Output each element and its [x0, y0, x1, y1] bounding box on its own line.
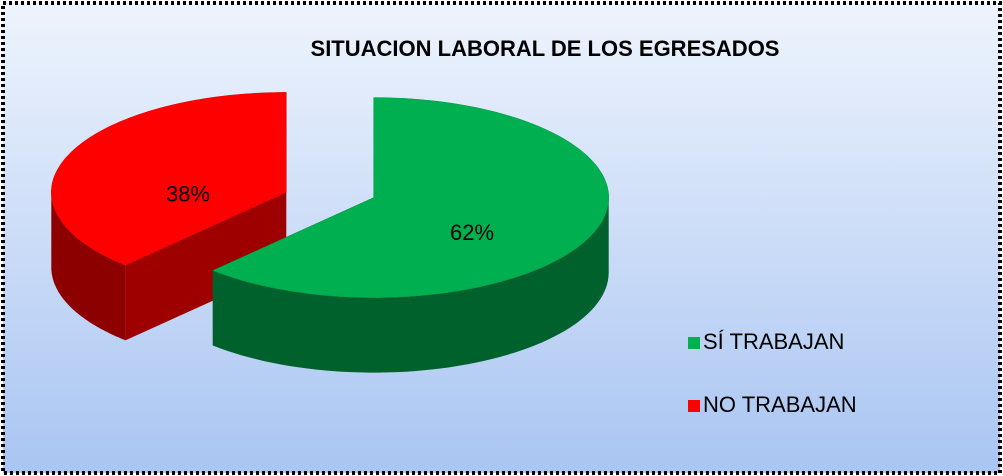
slice — [51, 92, 287, 266]
slice-face — [125, 192, 287, 341]
slice-side — [212, 197, 609, 373]
chart-title: SITUACION LABORAL DE LOS EGRESADOS — [311, 36, 780, 61]
slice — [212, 97, 609, 298]
legend-swatch — [688, 337, 700, 349]
data-label: 62% — [450, 220, 494, 245]
pie-slice — [51, 92, 287, 341]
legend-label: NO TRABAJAN — [703, 392, 857, 417]
pie-slice — [212, 97, 609, 373]
data-label: 38% — [166, 182, 210, 207]
legend-swatch — [688, 400, 700, 412]
slice-side — [51, 192, 126, 341]
legend-label: SÍ TRABAJAN — [703, 329, 844, 354]
